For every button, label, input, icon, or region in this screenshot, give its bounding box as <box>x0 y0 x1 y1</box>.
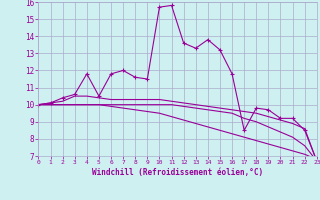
X-axis label: Windchill (Refroidissement éolien,°C): Windchill (Refroidissement éolien,°C) <box>92 168 263 177</box>
